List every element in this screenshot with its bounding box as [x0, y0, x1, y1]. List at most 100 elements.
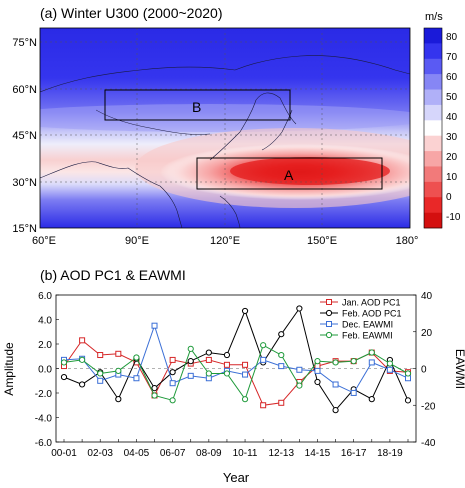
coastline — [40, 55, 410, 93]
lat-label: 30°N — [12, 177, 37, 189]
series-line — [63, 324, 409, 394]
data-point — [260, 402, 267, 409]
data-point — [332, 359, 339, 366]
y-axis-label-left: Amplitude — [2, 342, 16, 396]
data-point — [260, 356, 267, 363]
y-tick-label-left: 4.0 — [38, 316, 52, 327]
box-b-label: B — [192, 99, 201, 115]
lon-label: 180° — [396, 235, 419, 247]
x-tick-label: 02-03 — [87, 448, 113, 459]
data-point — [115, 367, 122, 374]
y-tick-label-left: -4.0 — [35, 414, 53, 425]
colorbar-tick: 0 — [446, 192, 452, 203]
colorbar-ticks: 80 70 60 50 40 30 20 10 0 -10 — [446, 32, 461, 223]
colorbar-segment — [424, 28, 442, 44]
y-axis-label-right: EAWMI — [453, 349, 465, 389]
data-point — [404, 397, 412, 404]
data-point — [205, 370, 212, 377]
colorbar-segment — [424, 212, 442, 229]
data-point — [278, 363, 285, 370]
data-point — [296, 382, 303, 389]
colorbar-tick: 60 — [446, 72, 458, 83]
data-point — [241, 307, 249, 315]
data-point — [241, 396, 249, 403]
map-frame — [39, 27, 411, 229]
x-tick-label: 00-01 — [51, 448, 77, 459]
data-point — [169, 380, 176, 387]
data-point — [60, 359, 68, 366]
box-a-label: A — [284, 167, 294, 183]
x-tick-label: 14-15 — [305, 448, 331, 459]
data-point — [187, 358, 194, 365]
colorbar-segment — [424, 151, 442, 167]
colorbar-tick: 30 — [446, 132, 458, 143]
data-point — [79, 356, 86, 363]
data-point — [79, 337, 86, 344]
y-tick-label-left: -6.0 — [35, 438, 53, 449]
x-tick-label: 12-13 — [268, 448, 294, 459]
colorbar-segment — [424, 197, 442, 213]
colorbar-tick: 20 — [446, 152, 458, 163]
legend-marker — [325, 331, 333, 339]
lon-label: 60°E — [32, 235, 56, 247]
data-point — [97, 352, 104, 359]
data-point — [242, 371, 249, 378]
colorbar-segment — [424, 181, 442, 198]
line-chart — [55, 294, 417, 443]
box-b — [104, 89, 291, 121]
y-tick-labels-left: 6.0 4.0 2.0 0.0 -2.0 -4.0 -6.0 — [35, 291, 53, 449]
y-tick-label-right: -20 — [421, 401, 436, 412]
data-point — [278, 331, 285, 338]
data-point — [260, 342, 267, 349]
colorbar-tick: -10 — [446, 212, 461, 223]
data-point — [205, 356, 212, 363]
data-point — [350, 389, 357, 396]
colorbar-segment — [424, 43, 442, 60]
colorbar-frame — [423, 27, 443, 229]
x-tick-label: 04-05 — [124, 448, 150, 459]
lon-label: 90°E — [125, 235, 149, 247]
data-point — [151, 322, 158, 329]
coastline — [95, 109, 211, 135]
colorbar — [423, 27, 443, 229]
map-grid — [40, 28, 410, 228]
data-point — [386, 360, 393, 367]
colorbar-segment — [424, 166, 442, 183]
x-tick-label: 18-19 — [377, 448, 403, 459]
colorbar-segment — [424, 120, 442, 136]
data-point — [223, 370, 231, 377]
y-tick-label-left: 2.0 — [38, 340, 52, 351]
x-tick-label: 08-09 — [196, 448, 222, 459]
map-unit: m/s — [425, 11, 443, 23]
lat-label: 75°N — [12, 37, 37, 49]
data-point — [187, 372, 194, 379]
y-tick-label-left: 6.0 — [38, 291, 52, 302]
data-point — [314, 378, 321, 386]
legend-marker — [326, 321, 332, 327]
series-line — [63, 307, 409, 411]
data-point — [223, 351, 231, 359]
chart-title: (b) AOD PC1 & EAWMI — [40, 267, 186, 283]
colorbar-tick: 70 — [446, 52, 458, 63]
data-point — [97, 377, 104, 384]
y-tick-label-right: 20 — [421, 328, 433, 339]
data-point — [205, 349, 212, 356]
colorbar-segment — [424, 104, 442, 121]
legend-label: Feb. EAWMI — [342, 331, 393, 341]
colorbar-segment — [424, 89, 442, 106]
x-tick-labels: 00-01 02-03 04-05 06-07 08-09 10-11 12-13 14-15… — [51, 448, 403, 459]
data-point — [169, 397, 176, 404]
data-point — [151, 392, 158, 399]
data-point — [296, 305, 303, 312]
data-point — [278, 351, 285, 359]
data-point — [223, 361, 230, 368]
data-point — [115, 396, 122, 403]
data-point — [368, 349, 375, 356]
coastline — [209, 92, 297, 161]
box-a — [196, 157, 383, 190]
lat-label: 45°N — [12, 130, 37, 142]
data-point — [332, 407, 339, 414]
data-point — [332, 381, 339, 388]
data-point — [296, 366, 303, 373]
